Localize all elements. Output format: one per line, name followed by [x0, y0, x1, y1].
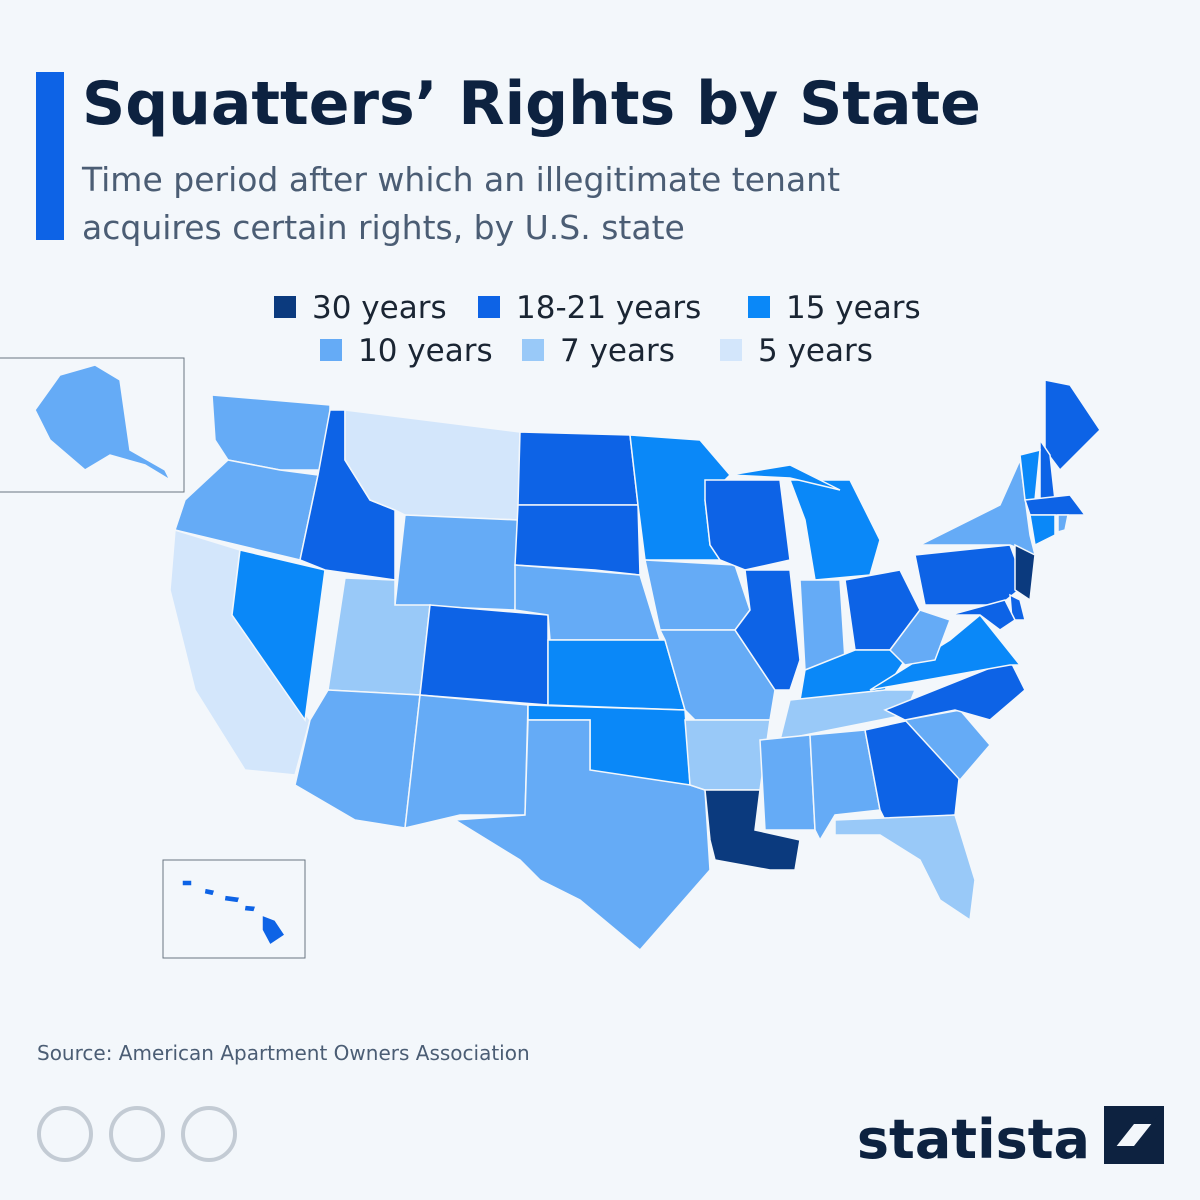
alaska-inset [0, 357, 185, 493]
state [211, 394, 331, 471]
legend: 30 years 18-21 years 15 years 10 years 7 yea… [274, 290, 921, 369]
brand-logo [1104, 1106, 1164, 1164]
state [889, 609, 951, 666]
state [203, 887, 216, 897]
state [734, 569, 801, 691]
state [223, 894, 241, 904]
hawaii-inset [162, 859, 306, 959]
state [404, 694, 529, 829]
legend-label: 15 years [786, 290, 921, 326]
subtitle: Time period after which an illegitimate … [81, 160, 840, 199]
state [394, 514, 519, 611]
state [914, 544, 1026, 606]
state [1029, 514, 1056, 547]
state [729, 464, 841, 491]
state [759, 734, 816, 831]
state [1057, 514, 1069, 533]
subtitle: acquires certain rights, by U.S. state [82, 208, 685, 247]
accent-bar [36, 72, 64, 240]
state [34, 364, 172, 482]
state [644, 559, 751, 631]
state [1044, 379, 1101, 472]
legend-swatch [320, 339, 342, 361]
state [419, 604, 549, 706]
state [243, 904, 258, 913]
state [261, 913, 287, 947]
legend-swatch [720, 339, 742, 361]
source: Source: American Apartment Owners Associ… [37, 1041, 530, 1065]
brand: statista [857, 1108, 1090, 1171]
title: Squatters’ Rights by State [82, 69, 981, 139]
legend-swatch [274, 296, 296, 318]
state [949, 599, 1016, 631]
legend-label: 7 years [560, 333, 675, 369]
state [231, 549, 326, 723]
state [514, 504, 641, 576]
map [34, 364, 1101, 952]
legend-swatch [478, 296, 500, 318]
state [834, 814, 976, 922]
license-icons [37, 1106, 237, 1162]
legend-swatch [748, 296, 770, 318]
legend-label: 5 years [758, 333, 873, 369]
state [547, 639, 687, 711]
legend-label: 18-21 years [516, 290, 701, 326]
state [1023, 494, 1087, 516]
state [704, 789, 801, 871]
legend-label: 30 years [312, 290, 447, 326]
state [181, 879, 193, 887]
state [517, 431, 639, 506]
state [452, 719, 711, 952]
state [1014, 543, 1036, 602]
legend-label: 10 years [358, 333, 493, 369]
state [919, 457, 1037, 557]
legend-swatch [522, 339, 544, 361]
state [704, 479, 791, 571]
state [684, 719, 771, 791]
